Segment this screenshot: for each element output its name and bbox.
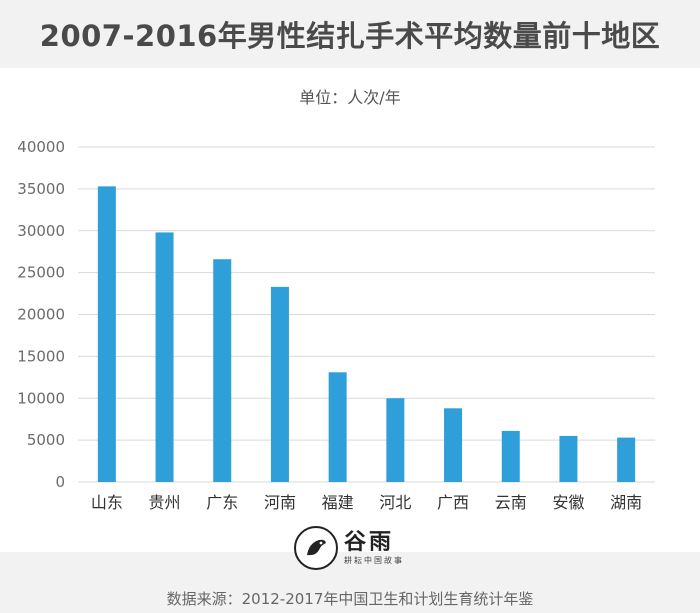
y-tick-label: 35000	[17, 180, 65, 198]
x-category-label: 贵州	[149, 493, 181, 512]
chart-title: 2007-2016年男性结扎手术平均数量前十地区	[39, 19, 661, 53]
x-category-label: 云南	[495, 493, 527, 512]
y-tick-label: 0	[55, 473, 65, 491]
x-category-label: 广东	[206, 493, 238, 512]
logo-tagline: 耕耘中国故事	[344, 555, 404, 565]
source-note: 数据来源：2012-2017年中国卫生和计划生育统计年鉴	[166, 590, 534, 608]
bird-icon	[294, 526, 338, 570]
bar-1	[155, 232, 174, 482]
y-tick-label: 30000	[17, 222, 65, 240]
bar-3	[270, 286, 289, 482]
bar-5	[386, 398, 405, 482]
y-tick-label: 10000	[17, 389, 65, 407]
y-tick-label: 40000	[17, 138, 65, 156]
x-category-label: 广西	[437, 493, 469, 512]
bar-9	[617, 437, 636, 482]
y-tick-label: 15000	[17, 347, 65, 365]
x-category-label: 安徽	[552, 493, 584, 512]
footer-band	[0, 552, 700, 613]
bar-7	[501, 430, 520, 482]
x-category-label: 河南	[264, 493, 296, 512]
logo-name: 谷雨	[344, 529, 395, 555]
title-band: 2007-2016年男性结扎手术平均数量前十地区	[0, 0, 700, 68]
bar-2	[213, 259, 232, 482]
x-category-label: 山东	[91, 493, 123, 512]
x-category-label: 河北	[379, 493, 411, 512]
bar-4	[328, 372, 347, 482]
logo: 谷雨 耕耘中国故事	[294, 520, 424, 576]
x-category-label: 福建	[322, 493, 354, 512]
bar-6	[444, 408, 463, 482]
y-tick-label: 5000	[27, 431, 65, 449]
y-tick-label: 20000	[17, 306, 65, 324]
y-tick-label: 25000	[17, 264, 65, 282]
bar-chart: 0 5000 10000 15000 20000 25000 30000 35000 40000…	[17, 138, 655, 512]
bar-8	[559, 435, 578, 482]
bar-0	[97, 186, 116, 483]
unit-label: 单位：人次/年	[299, 88, 401, 107]
x-category-label: 湖南	[610, 493, 642, 512]
